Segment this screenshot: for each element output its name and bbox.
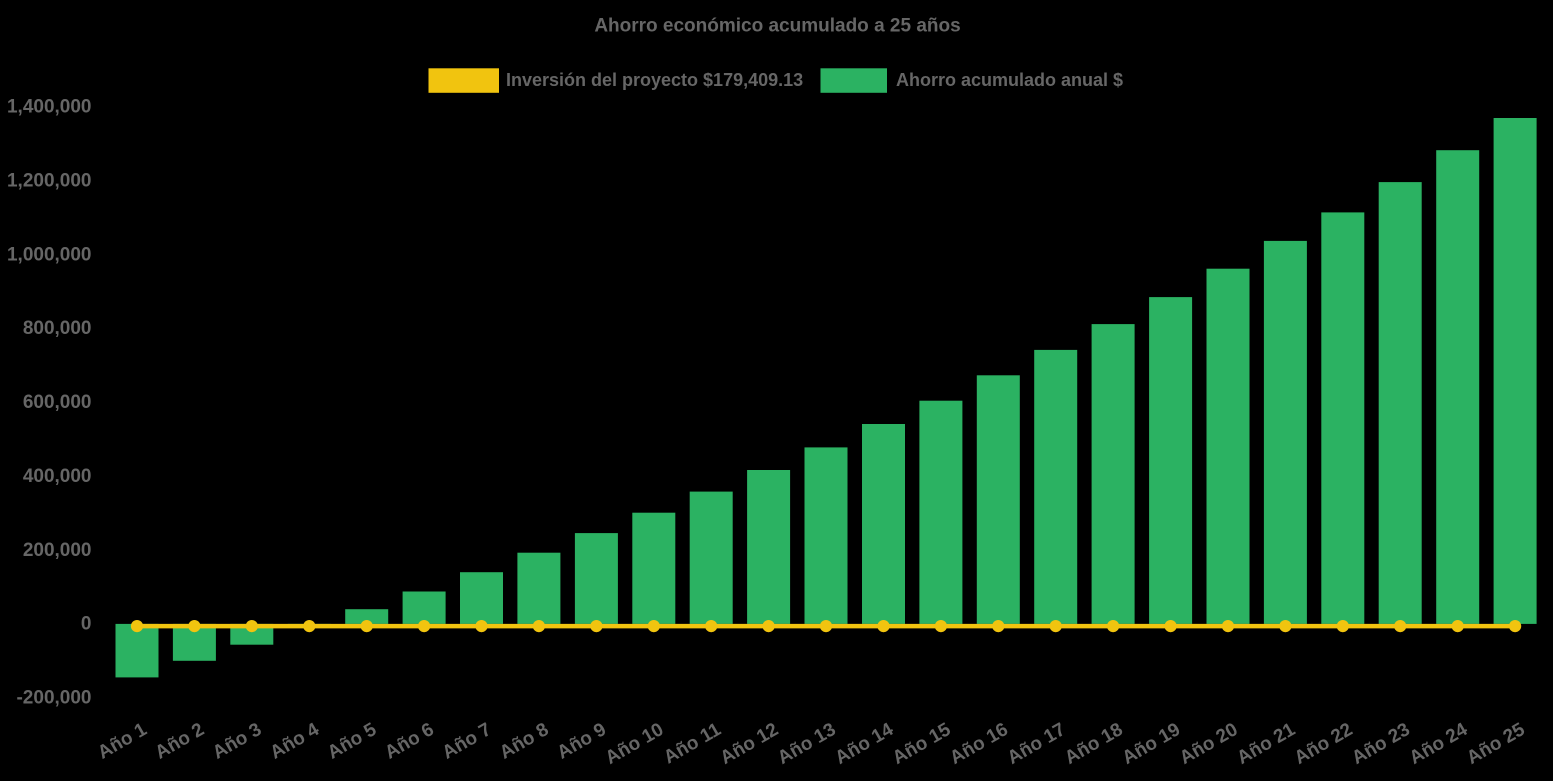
svg-text:800,000: 800,000 <box>23 318 92 339</box>
svg-text:200,000: 200,000 <box>23 540 92 561</box>
svg-text:400,000: 400,000 <box>23 466 92 487</box>
svg-text:Ahorro acumulado anual $: Ahorro acumulado anual $ <box>896 70 1123 90</box>
svg-text:1,000,000: 1,000,000 <box>7 244 92 265</box>
svg-text:0: 0 <box>81 614 92 635</box>
svg-text:600,000: 600,000 <box>23 392 92 413</box>
svg-text:1,200,000: 1,200,000 <box>7 171 92 192</box>
svg-text:1,400,000: 1,400,000 <box>7 97 92 118</box>
svg-text:Inversión del proyecto $179,40: Inversión del proyecto $179,409.13 <box>506 70 803 90</box>
svg-text:Ahorro económico acumulado a 2: Ahorro económico acumulado a 25 años <box>594 15 960 36</box>
svg-text:-200,000: -200,000 <box>16 688 91 709</box>
